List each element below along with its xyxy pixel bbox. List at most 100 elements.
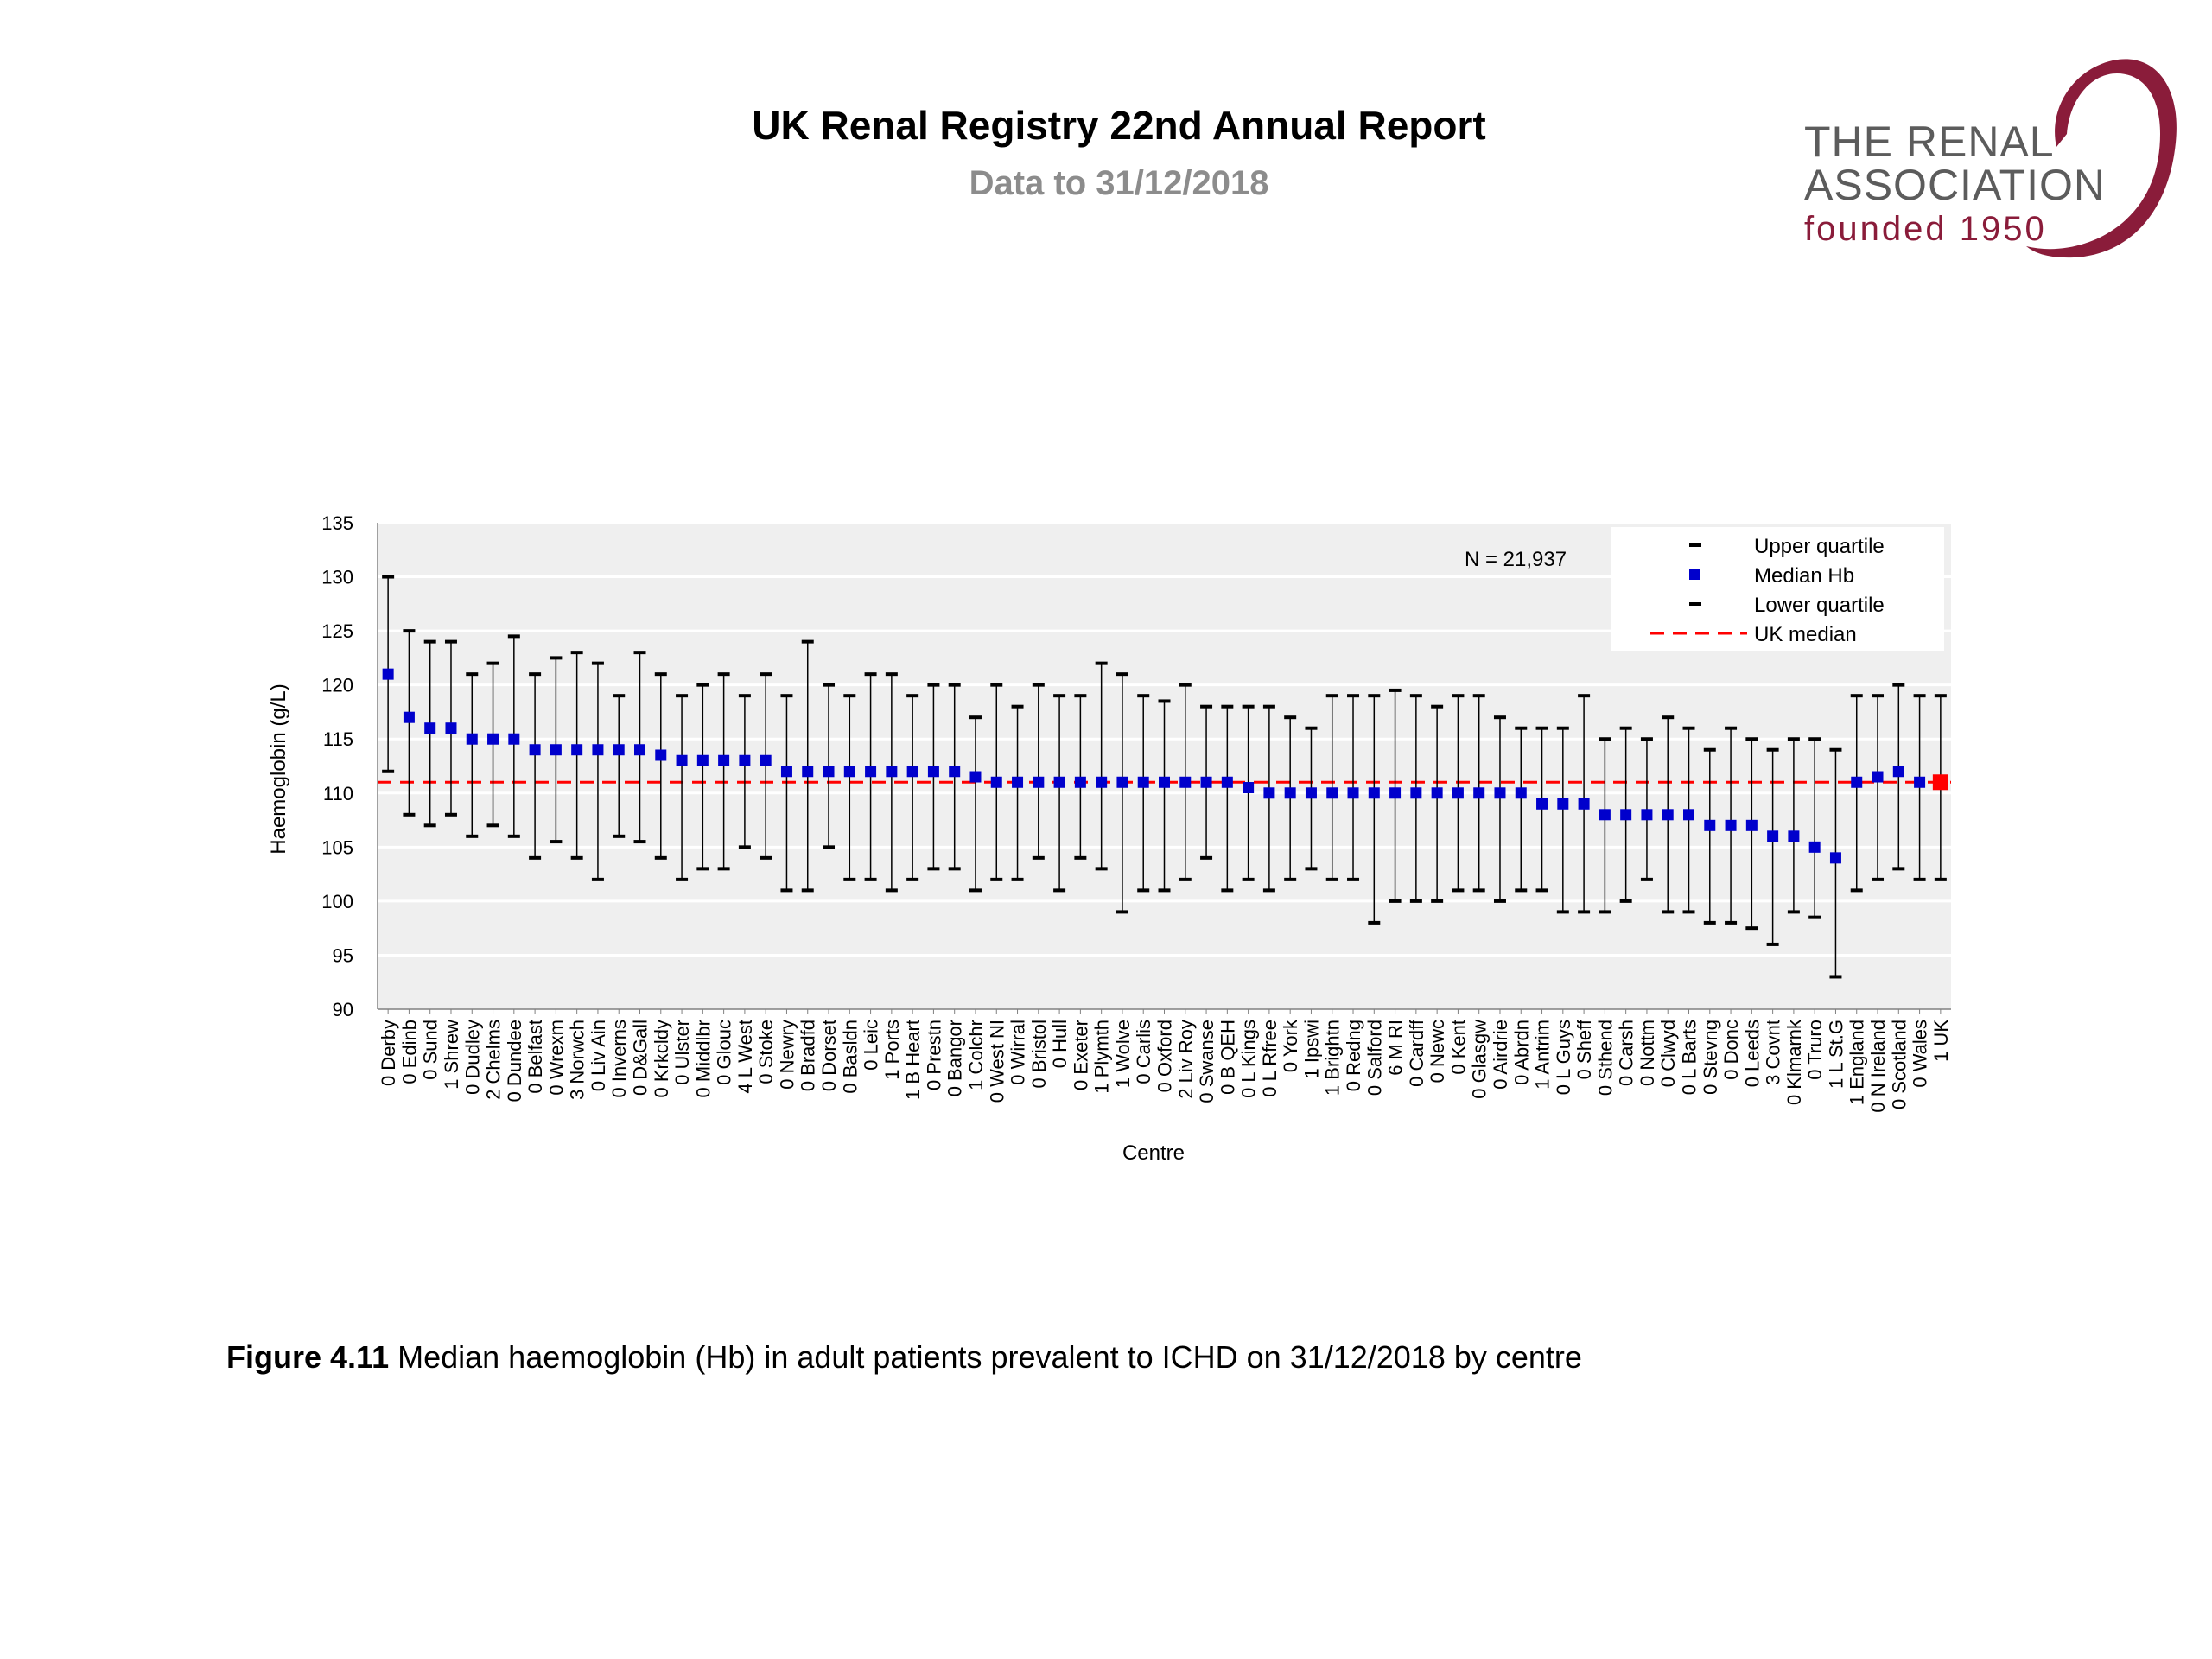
y-tick-label: 105 [321,836,353,858]
y-tick-label: 110 [323,783,353,804]
x-tick-label: 0 Wrexm [545,1020,567,1096]
median-point [990,776,1002,788]
median-point [1116,776,1128,788]
median-point [592,744,604,756]
median-point [1704,819,1716,831]
x-tick-label: 0 Krkcldy [651,1020,672,1097]
report-subtitle: Data to 31/12/2018 [969,164,1269,202]
median-point [1410,787,1422,799]
renal-association-logo: THE RENAL ASSOCIATION founded 1950 [1789,48,2177,272]
x-tick-label: 1 Colchr [965,1020,987,1090]
median-point [550,744,562,756]
x-tick-label: 0 Stevng [1700,1020,1721,1095]
x-tick-label: 0 Truro [1804,1020,1826,1080]
x-tick-label: 0 Inverns [608,1020,630,1098]
x-tick-label: 1 Ipswi [1300,1020,1322,1078]
median-point [424,722,436,734]
legend-label: UK median [1754,623,1857,646]
x-tick-label: 0 Dudley [461,1020,483,1095]
x-tick-label: 0 D&Gall [630,1020,652,1096]
median-point [466,733,478,745]
y-tick-label: 100 [321,891,353,912]
x-tick-label: 1 L St.G [1825,1020,1847,1089]
logo-line-1: THE RENAL [1804,118,2055,166]
median-point [1851,776,1863,788]
x-tick-label: 0 Dundee [504,1020,525,1102]
x-tick-label: 0 Prestn [923,1020,944,1090]
x-tick-label: 0 L Kings [1238,1020,1260,1098]
x-tick-label: 0 Carsh [1616,1020,1637,1086]
x-tick-label: 0 York [1280,1019,1301,1072]
median-point [823,766,835,778]
x-tick-label: 0 Redng [1343,1020,1364,1091]
x-tick-label: 0 Glasgw [1469,1020,1491,1099]
median-point [865,766,877,778]
median-point [655,749,667,761]
x-axis-label: Centre [1122,1141,1185,1165]
x-tick-label: 0 Basldn [839,1020,861,1094]
median-point [739,754,751,766]
median-point [634,744,645,756]
median-point [780,766,792,778]
logo-line-3: founded 1950 [1804,210,2047,248]
y-tick-label: 120 [321,675,353,696]
median-point [1808,841,1821,853]
median-point [1662,809,1674,821]
logo-line-2: ASSOCIATION [1804,161,2107,209]
median-point [1557,798,1569,810]
median-point [487,733,499,745]
x-tick-label: 0 Middlbr [692,1020,714,1097]
x-tick-label: 0 Klmarnk [1783,1019,1805,1105]
median-point [1536,798,1548,810]
median-point [1053,776,1065,788]
median-point [1431,787,1443,799]
legend-label: Lower quartile [1754,594,1885,617]
x-tick-label: 0 Bristol [1028,1020,1050,1088]
median-point [445,722,457,734]
x-tick-label: 0 Bangor [944,1020,966,1096]
median-point [1243,782,1255,794]
x-tick-label: 0 L Barts [1679,1020,1700,1095]
y-tick-label: 130 [321,567,353,588]
x-tick-label: 6 M RI [1385,1020,1407,1076]
median-point [843,766,855,778]
x-tick-label: 2 Chelms [483,1020,505,1100]
x-tick-label: 1 Brightn [1322,1020,1344,1096]
x-tick-label: 1 Wolve [1112,1020,1134,1088]
x-tick-label: 0 West NI [986,1020,1007,1103]
median-point [1137,776,1149,788]
median-point [949,766,961,778]
x-tick-label: 2 Liv Roy [1175,1020,1197,1099]
median-point [1368,787,1380,799]
median-points [382,668,1948,864]
median-point [403,711,415,723]
median-point [760,754,772,766]
x-tick-label: 0 Derby [378,1020,399,1086]
median-point [696,754,709,766]
median-point [1914,776,1926,788]
median-point [1347,787,1359,799]
median-point [927,766,939,778]
figure-caption-text: Median haemoglobin (Hb) in adult patient… [389,1339,1582,1375]
x-tick-label: 0 Nottm [1637,1020,1658,1086]
median-point [1179,776,1192,788]
x-tick-label: 0 Wales [1910,1020,1931,1088]
x-tick-label: 0 Leic [861,1020,882,1071]
x-tick-label: 0 Carlis [1133,1020,1154,1084]
legend-median-icon [1689,569,1700,580]
x-tick-label: 0 Swanse [1196,1020,1217,1103]
x-tick-label: 0 Abrdn [1510,1020,1532,1085]
median-point [1515,787,1527,799]
x-tick-label: 0 Cardff [1406,1019,1427,1087]
median-point [1326,787,1338,799]
x-tick-label: 0 Ulster [671,1020,693,1085]
x-tick-label: 1 B Heart [902,1020,924,1100]
median-point [1284,787,1296,799]
x-tick-label: 0 Kent [1447,1020,1469,1075]
median-point [571,744,583,756]
x-tick-label: 0 B QEH [1217,1020,1238,1095]
median-point [802,766,814,778]
median-point [1473,787,1485,799]
median-point [1578,798,1590,810]
median-point [969,771,982,783]
